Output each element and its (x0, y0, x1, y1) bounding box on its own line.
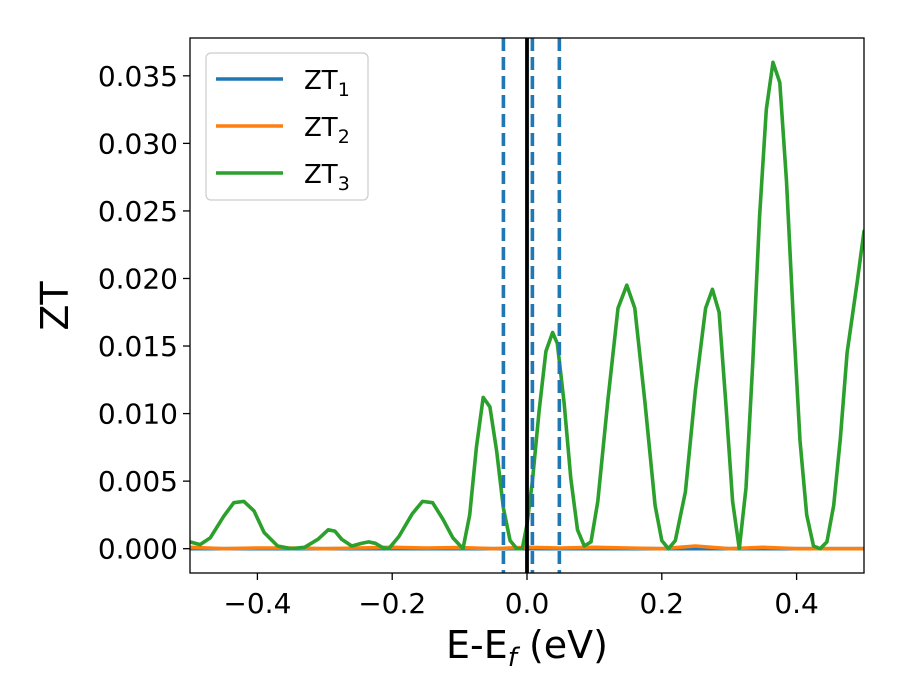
legend-frame (205, 52, 369, 201)
y-tick-label: 0.000 (98, 533, 178, 566)
y-tick-label: 0.005 (98, 465, 178, 498)
x-tick-label: 0.0 (505, 587, 550, 620)
vline-layer (501, 38, 562, 573)
x-tick-label: −0.4 (223, 587, 291, 620)
y-tick-label: 0.010 (98, 398, 178, 431)
legend: ZT1 ZT2 ZT3 (205, 52, 369, 201)
y-tick-label: 0.035 (98, 60, 178, 93)
x-axis-label: E-Ef (eV) (446, 623, 608, 673)
x-tick-label: 0.2 (640, 587, 685, 620)
legend-label-2: ZT2 (304, 113, 350, 148)
y-tick-label: 0.015 (98, 330, 178, 363)
y-tick-label: 0.025 (98, 195, 178, 228)
x-tick-label: −0.2 (358, 587, 426, 620)
y-tick-label: 0.020 (98, 262, 178, 295)
y-axis: 0.000 0.005 0.010 0.015 0.020 0.025 0.030 0.035 (98, 60, 190, 566)
y-axis-label: ZT (33, 281, 77, 331)
x-tick-label: 0.4 (774, 587, 819, 620)
legend-label-3: ZT3 (304, 160, 350, 195)
series-line-3 (190, 60, 864, 551)
x-axis-label-unit: (eV) (517, 623, 608, 667)
legend-label-1: ZT1 (304, 66, 350, 101)
y-tick-label: 0.030 (98, 127, 178, 160)
x-axis: −0.4 −0.2 0.0 0.2 0.4 (223, 573, 819, 620)
